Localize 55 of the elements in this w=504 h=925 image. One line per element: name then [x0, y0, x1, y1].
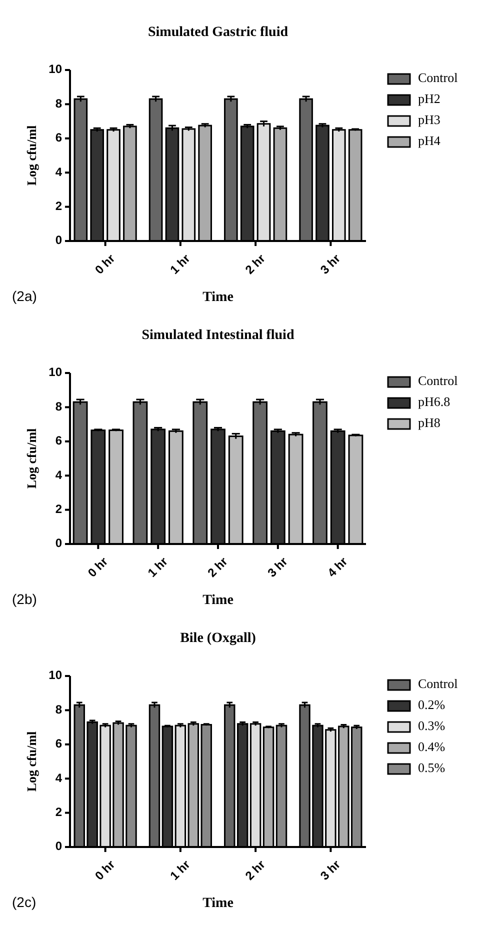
- y-tick-label: 10: [48, 365, 62, 380]
- legend-label: Control: [418, 70, 458, 85]
- x-tick-label: 2 hr: [242, 857, 268, 883]
- y-tick-label: 2: [55, 502, 62, 516]
- chart-title: Simulated Intestinal fluid: [142, 328, 294, 343]
- x-tick-label: 0 hr: [85, 554, 111, 580]
- legend-label: Control: [418, 372, 458, 388]
- legend-label: pH4: [418, 132, 441, 148]
- y-axis-title: Log cfu/ml: [24, 124, 39, 186]
- x-tick-label: 3 hr: [318, 857, 344, 883]
- y-tick-label: 8: [55, 702, 62, 716]
- x-tick-label: 2 hr: [242, 251, 268, 277]
- text: (2a): [12, 288, 37, 304]
- y-axis-title: Log cfu/ml: [24, 428, 39, 489]
- legend-label: pH6.8: [418, 394, 450, 409]
- y-tick-label: 10: [48, 668, 62, 682]
- chart-title: Simulated Gastric fluid: [148, 25, 288, 40]
- y-tick-label: 0: [55, 233, 62, 248]
- y-tick-label: 8: [55, 96, 62, 110]
- x-tick-label: 2 hr: [204, 554, 231, 580]
- x-tick-label: 1 hr: [167, 857, 194, 883]
- legend-label: pH8: [418, 414, 440, 430]
- legend-label: pH3: [418, 112, 440, 127]
- y-tick-label: 4: [55, 770, 62, 785]
- legend-label: 0.3%: [418, 718, 446, 733]
- x-tick-label: 3 hr: [264, 554, 290, 580]
- y-tick-label: 6: [55, 130, 62, 145]
- y-tick-label: 10: [48, 62, 62, 76]
- legend-label: 0.2%: [418, 696, 446, 712]
- y-tick-label: 4: [55, 468, 62, 482]
- text: (2b): [12, 591, 37, 607]
- x-axis-title: Time: [202, 290, 234, 305]
- y-tick-label: 0: [55, 839, 62, 854]
- x-tick-label: 4 hr: [324, 554, 350, 580]
- x-tick-label: 1 hr: [167, 251, 194, 277]
- text: (2c): [12, 894, 36, 910]
- chart-title: Bile (Oxgall): [180, 631, 256, 646]
- y-tick-label: 8: [55, 399, 62, 414]
- x-axis-title: Time: [202, 896, 234, 911]
- x-axis-title: Time: [202, 593, 234, 608]
- legend-label: 0.4%: [418, 738, 446, 754]
- x-tick-label: 0 hr: [92, 857, 118, 883]
- y-tick-label: 2: [55, 804, 62, 819]
- y-tick-label: 6: [55, 434, 62, 448]
- y-tick-label: 2: [55, 198, 62, 213]
- x-tick-label: 3 hr: [318, 251, 344, 277]
- x-tick-label: 0 hr: [92, 251, 118, 277]
- y-tick-label: 6: [55, 736, 62, 751]
- x-tick-label: 1 hr: [144, 554, 171, 580]
- legend-label: pH2: [418, 90, 440, 106]
- y-tick-label: 0: [55, 536, 62, 550]
- y-tick-label: 4: [55, 164, 62, 179]
- legend-label: Control: [418, 676, 458, 691]
- y-axis-title: Log cfu/ml: [24, 730, 39, 792]
- legend-label: 0.5%: [418, 760, 446, 775]
